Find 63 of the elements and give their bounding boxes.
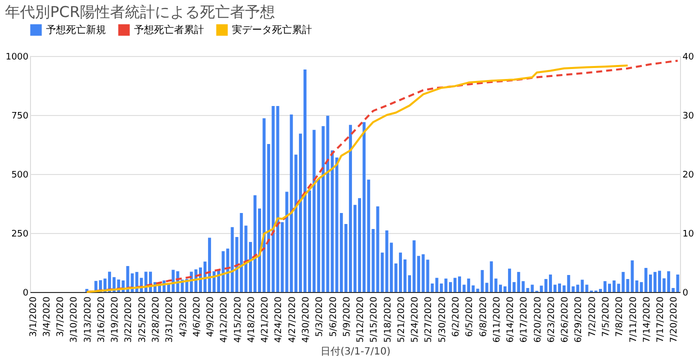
x-tick-label: 4/27/2020 (288, 296, 298, 343)
x-tick-label: 5/15/2020 (370, 296, 380, 343)
x-tick-label: 7/11/2020 (628, 296, 639, 343)
x-tick-label: 6/5/2020 (465, 296, 476, 337)
x-axis-title: 日付(3/1-7/10) (320, 346, 391, 358)
x-tick-label: 6/23/2020 (546, 296, 557, 343)
x-tick-label: 5/18/2020 (383, 296, 394, 343)
x-tick-label: 4/6/2020 (192, 296, 202, 337)
x-tick-label: 5/24/2020 (410, 296, 421, 343)
x-tick-label: 6/8/2020 (478, 296, 489, 337)
x-tick-label: 6/20/2020 (533, 296, 544, 343)
x-tick-label: 4/3/2020 (178, 296, 189, 337)
x-tick-label: 4/21/2020 (260, 296, 271, 343)
legend-label: 予想死亡新規 (46, 24, 106, 36)
x-tick-label: 6/11/2020 (492, 296, 502, 343)
x-tick-label: 3/13/2020 (83, 296, 94, 343)
x-tick-label: 5/27/2020 (424, 296, 434, 343)
x-tick-label: 7/2/2020 (588, 296, 598, 337)
x-tick-label: 5/9/2020 (342, 296, 352, 337)
x-tick-label: 3/25/2020 (138, 296, 148, 343)
x-tick-label: 5/3/2020 (315, 296, 326, 337)
y-tick-label: 0 (22, 288, 29, 298)
legend-label: 予想死亡者累計 (134, 24, 204, 36)
y-tick-label: 750 (11, 112, 29, 122)
x-tick-label: 7/14/2020 (642, 296, 652, 343)
x-tick-label: 4/12/2020 (220, 296, 230, 343)
x-tick-label: 3/31/2020 (165, 296, 176, 343)
y2-tick-label: 40 (682, 52, 694, 62)
x-tick-label: 3/19/2020 (110, 296, 121, 343)
x-tick-label: 5/21/2020 (396, 296, 407, 343)
legend-label: 実データ死亡累計 (232, 24, 312, 36)
x-tick-label: 4/9/2020 (206, 296, 216, 337)
x-tick-label: 3/4/2020 (42, 296, 52, 337)
chart-title: 年代別PCR陽性者統計による死亡者予想 (5, 3, 276, 21)
x-tick-label: 7/17/2020 (656, 296, 666, 343)
x-tick-label: 3/28/2020 (152, 296, 162, 343)
x-tick-label: 3/7/2020 (56, 296, 66, 337)
x-tick-label: 5/30/2020 (438, 296, 448, 343)
x-tick-label: 6/2/2020 (452, 296, 462, 337)
x-tick-label: 7/20/2020 (670, 296, 680, 343)
y-tick-label: 1000 (6, 52, 29, 62)
x-tick-label: 6/17/2020 (520, 296, 530, 343)
x-tick-label: 7/8/2020 (615, 296, 626, 337)
x-tick-label: 3/10/2020 (70, 296, 80, 343)
y2-tick-label: 10 (682, 230, 694, 240)
y-tick-label: 500 (11, 170, 29, 180)
x-tick-label: 4/24/2020 (274, 296, 284, 343)
y2-tick-label: 30 (682, 112, 694, 122)
x-tick-label: 4/30/2020 (302, 296, 312, 343)
x-tick-label: 6/14/2020 (506, 296, 516, 343)
x-tick-label: 3/16/2020 (96, 296, 107, 343)
x-tick-label: 6/26/2020 (560, 296, 571, 343)
x-tick-label: 6/29/2020 (574, 296, 584, 343)
x-tick-label: 3/1/2020 (28, 296, 39, 337)
x-tick-label: 4/18/2020 (246, 296, 257, 343)
y2-tick-label: 0 (682, 288, 688, 298)
y-tick-label: 250 (11, 230, 29, 240)
x-tick-label: 7/5/2020 (602, 296, 612, 337)
x-tick-label: 5/6/2020 (328, 296, 339, 337)
x-tick-label: 4/15/2020 (233, 296, 244, 343)
y2-tick-label: 20 (682, 170, 694, 180)
x-tick-label: 3/22/2020 (124, 296, 134, 343)
x-tick-label: 5/12/2020 (356, 296, 366, 343)
